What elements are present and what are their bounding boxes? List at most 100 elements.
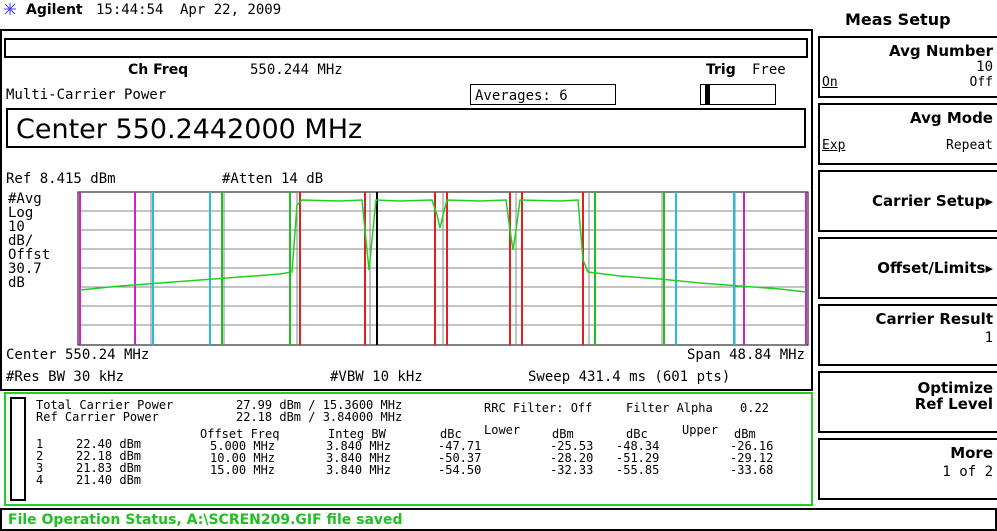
softkey-value: 1 <box>984 330 993 346</box>
offset-cell: 3.840 MHz <box>326 451 392 465</box>
column-header: dBc <box>440 427 462 441</box>
offset-cell: -29.12 <box>730 451 774 465</box>
softkey[interactable]: Carrier Setup▸ <box>818 170 997 232</box>
alpha: 0.22 <box>740 401 769 415</box>
softkey[interactable]: Carrier Result 1 <box>818 304 997 366</box>
alpha-label: Filter Alpha <box>626 401 713 415</box>
axis-label: Offst <box>8 247 51 263</box>
offset-cell: -51.29 <box>616 451 660 465</box>
axis-label: Log <box>8 205 34 221</box>
axis-label: 10 <box>8 219 25 235</box>
status: File Operation Status, A:\SCREN209.GIF f… <box>8 512 403 528</box>
softkey-label: Offset/Limits▸ <box>877 259 993 277</box>
softkey-label: Carrier Setup▸ <box>872 192 993 210</box>
ch-freq-label: Ch Freq <box>128 62 189 78</box>
axis-label: #Avg <box>8 191 42 207</box>
softkey[interactable]: Optimize Ref Level <box>818 371 997 433</box>
softkey-label: Ref Level <box>914 395 993 413</box>
offset-cell: -48.34 <box>616 439 660 453</box>
date: Apr 22, 2009 <box>180 2 282 18</box>
total-label: Total Carrier Power <box>36 398 174 412</box>
softkey-option: Repeat <box>946 138 993 153</box>
axis-label: 30.7 <box>8 261 42 277</box>
softkey-label: More <box>950 444 993 462</box>
averages: Averages: 6 <box>470 84 616 105</box>
offset-cell: -26.16 <box>730 439 774 453</box>
graticule <box>77 191 809 346</box>
center: Center 550.24 MHz <box>6 347 150 363</box>
softkey-title: Meas Setup <box>845 10 951 29</box>
scroll <box>10 397 26 501</box>
filter: RRC Filter: Off <box>484 401 593 415</box>
offset-cell: 3.840 MHz <box>326 463 392 477</box>
offset-cell: -33.68 <box>730 463 774 477</box>
carrier-power: 21.83 dBm <box>76 461 142 475</box>
main-frame <box>0 29 813 391</box>
offset-cell: 5.000 MHz <box>210 439 276 453</box>
trig: Free <box>752 62 786 78</box>
offset-cell: -55.85 <box>616 463 660 477</box>
column-header: Integ BW <box>328 427 386 441</box>
progress <box>700 84 776 105</box>
status-frame <box>0 508 997 531</box>
mode: Multi-Carrier Power <box>6 87 167 103</box>
column-header: Upper <box>682 423 719 437</box>
offset-cell: -28.20 <box>550 451 594 465</box>
softkey-label: Optimize <box>917 379 993 397</box>
results-frame <box>4 392 813 506</box>
center-entry[interactable]: Center 550.2442000 MHz <box>6 108 806 148</box>
column-header: dBc <box>626 427 648 441</box>
ref: Ref 8.415 dBm <box>6 171 116 187</box>
trig-label: Trig <box>706 62 736 78</box>
softkey-option: On <box>822 75 838 90</box>
softkey[interactable]: Offset/Limits▸ <box>818 237 997 299</box>
softkey-value: 1 of 2 <box>942 464 993 480</box>
column-header: dBm <box>552 427 574 441</box>
total: 27.99 dBm / 15.3600 MHz <box>236 398 403 412</box>
softkey-label: Carrier Result <box>875 310 993 328</box>
carrier-index: 1 <box>36 437 44 451</box>
span: Span 48.84 MHz <box>686 347 805 363</box>
left-labels: #Avg Log 10 dB/Offst 30.7 dB <box>8 192 50 290</box>
message-bar <box>4 38 808 58</box>
column-header: Lower <box>484 423 521 437</box>
softkey[interactable]: Avg Number 10 On Off <box>818 36 997 98</box>
time: 15:44:54 <box>96 2 164 18</box>
ch-freq: 550.244 MHz <box>250 62 343 78</box>
column-header: dBm <box>734 427 756 441</box>
softkey-option: Off <box>969 75 993 90</box>
softkey-label: Avg Mode <box>910 109 993 127</box>
softkey-option: Exp <box>822 138 846 153</box>
sweep: Sweep 431.4 ms (601 pts) <box>528 369 731 385</box>
axis-label: dB/ <box>8 233 34 249</box>
ref-label: Ref Carrier Power <box>36 410 159 424</box>
vbw: #VBW 10 kHz <box>330 369 423 385</box>
offset-cell: 15.00 MHz <box>210 463 276 477</box>
ref-carrier: 22.18 dBm / 3.84000 MHz <box>236 410 403 424</box>
carrier-power: 21.40 dBm <box>76 473 142 487</box>
softkey-value: 10 <box>976 59 993 75</box>
offset-cell: -50.37 <box>438 451 482 465</box>
softkey[interactable]: Avg Mode Exp Repeat <box>818 103 997 165</box>
carrier-power: 22.40 dBm <box>76 437 142 451</box>
carrier-index: 3 <box>36 461 44 475</box>
brand: Agilent <box>26 2 83 18</box>
offset-cell: 10.00 MHz <box>210 451 276 465</box>
offset-cell: -54.50 <box>438 463 482 477</box>
progress-bar <box>705 85 710 104</box>
axis-label: dB <box>8 275 25 291</box>
softkey-label: Avg Number <box>889 42 993 60</box>
offset-cell: -47.71 <box>438 439 482 453</box>
softkey[interactable]: More 1 of 2 <box>818 438 997 500</box>
trace <box>79 199 807 293</box>
logo <box>4 3 16 15</box>
carrier-power: 22.18 dBm <box>76 449 142 463</box>
atten: #Atten 14 dB <box>222 171 324 187</box>
column-header: Offset Freq <box>200 427 280 441</box>
res-bw: #Res BW 30 kHz <box>6 369 125 385</box>
offset-cell: 3.840 MHz <box>326 439 392 453</box>
carrier-index: 2 <box>36 449 44 463</box>
carrier-index: 4 <box>36 473 44 487</box>
